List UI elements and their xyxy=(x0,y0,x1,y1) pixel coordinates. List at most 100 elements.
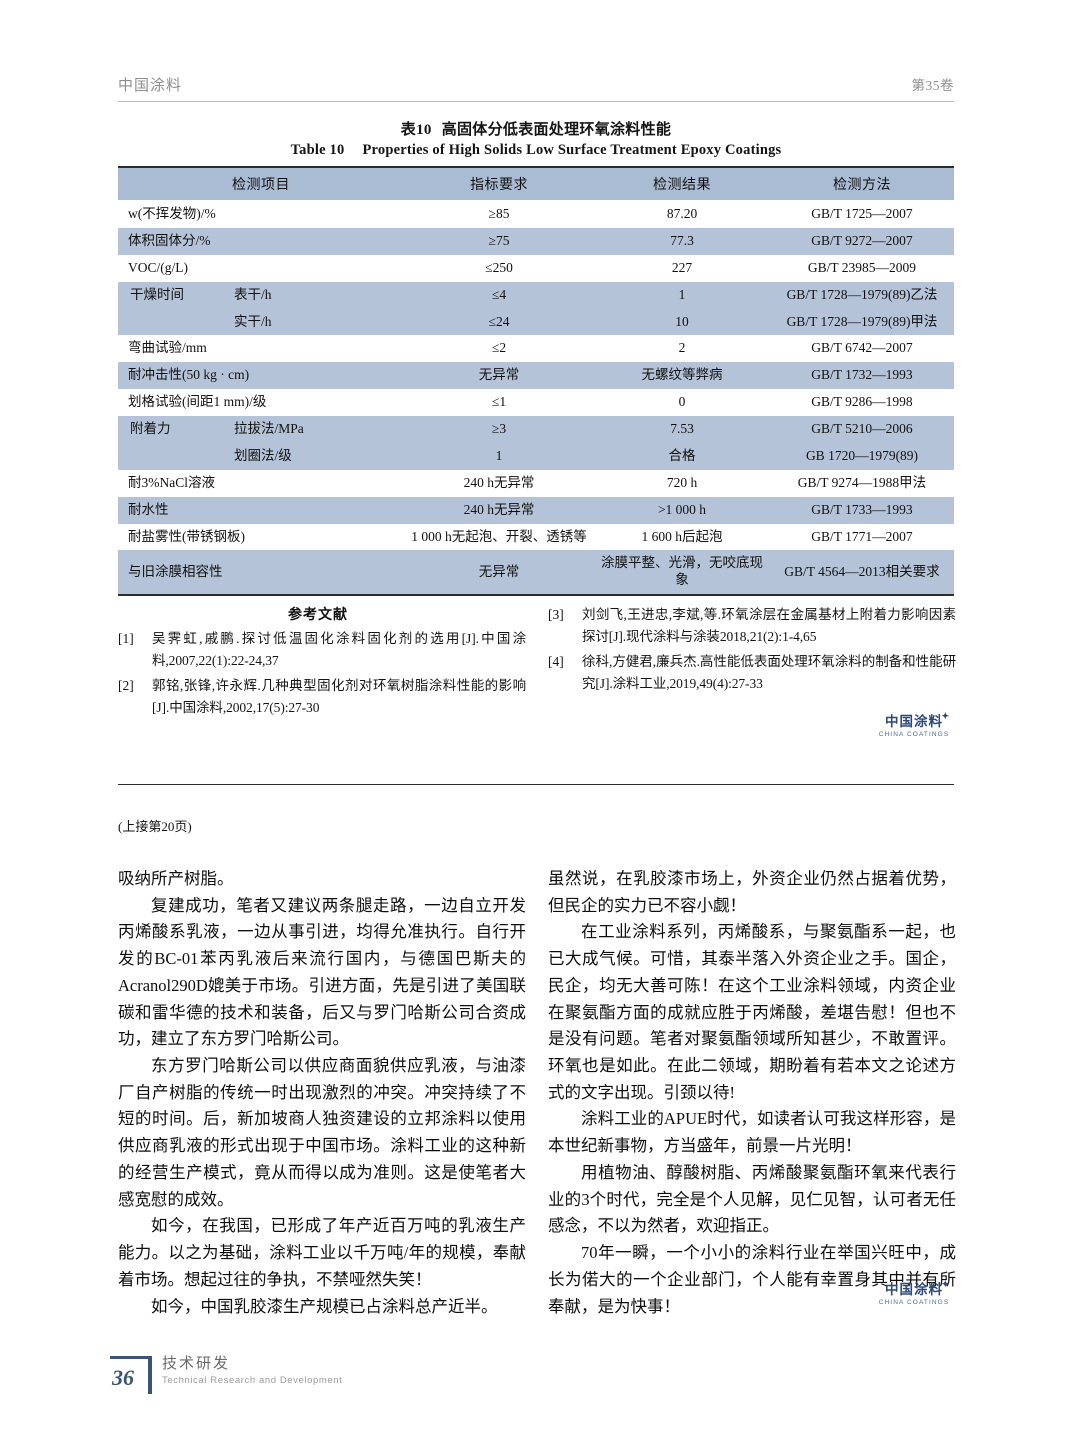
cell-item-sub-label: 划圈法/级 xyxy=(234,447,292,463)
table-row: 划圈法/级 1 合格 GB 1720—1979(89) xyxy=(118,442,954,470)
logo-text-cn: 中国涂料 ✦ xyxy=(885,712,949,729)
cell-spec: 1 000 h无起泡、开裂、透锈等 xyxy=(404,523,594,551)
table-header: 检测项目 指标要求 检测结果 检测方法 xyxy=(118,166,954,201)
cell-spec: ≤4 xyxy=(404,281,594,309)
reference-number: [1] xyxy=(118,631,134,646)
cell-result: 0 xyxy=(594,389,770,416)
body-paragraph: 复建成功，笔者又建议两条腿走路，一边自立开发丙烯酸系乳液，一边从事引进，均得允准… xyxy=(118,895,526,1049)
table-row: 耐3%NaCl溶液 240 h无异常 720 h GB/T 9274—1988甲… xyxy=(118,469,954,497)
body-paragraph: 用植物油、醇酸树脂、丙烯酸聚氨酯环氧来代表行业的3个时代，完全是个人见解，见仁见… xyxy=(548,1162,956,1236)
cell-spec: 无异常 xyxy=(404,550,594,595)
body-paragraph: 在工业涂料系列，丙烯酸系，与聚氨酯系一起，也已大成气候。可惜，其泰半落入外资企业… xyxy=(548,922,956,1102)
column-header-result: 检测结果 xyxy=(594,166,770,201)
reference-item: [3] 刘剑飞,王进忠,李斌,等.环氧涂层在金属基材上附着力影响因素探讨[J].… xyxy=(548,604,956,648)
body-paragraph: 涂料工业的APUE时代，如读者认可我这样形容，是本世纪新事物，方当盛年，前景一片… xyxy=(548,1109,956,1156)
reference-text: 徐科,方健君,廉兵杰.高性能低表面处理环氧涂料的制备和性能研究[J].涂料工业,… xyxy=(582,653,956,691)
cell-method: GB/T 9272—2007 xyxy=(770,227,954,255)
reference-item: [2] 郭铭,张锋,许永辉.几种典型固化剂对环氧树脂涂料性能的影响[J].中国涂… xyxy=(118,675,526,719)
table-row: 耐盐雾性(带锈钢板) 1 000 h无起泡、开裂、透锈等 1 600 h后起泡 … xyxy=(118,523,954,551)
references-column-right: [3] 刘剑飞,王进忠,李斌,等.环氧涂层在金属基材上附着力影响因素探讨[J].… xyxy=(548,604,956,697)
table-row: 体积固体分/% ≥75 77.3 GB/T 9272—2007 xyxy=(118,227,954,255)
cell-spec: ≥3 xyxy=(404,416,594,443)
cell-result: 87.20 xyxy=(594,200,770,228)
continued-from-note: (上接第20页) xyxy=(118,819,192,834)
cell-spec: 1 xyxy=(404,442,594,470)
footer-section-en: Technical Research and Development xyxy=(162,1375,343,1387)
reference-item: [1] 吴霁虹,戚鹏.探讨低温固化涂料固化剂的选用[J].中国涂料,2007,2… xyxy=(118,628,526,672)
table-body: w(不挥发物)/% ≥85 87.20 GB/T 1725—2007 体积固体分… xyxy=(118,200,954,595)
table-title-en: Properties of High Solids Low Surface Tr… xyxy=(362,142,782,158)
logo-label-cn: 中国涂料 xyxy=(885,1282,943,1297)
cell-spec: 240 h无异常 xyxy=(404,496,594,524)
cell-item-sub-label: 实干/h xyxy=(234,313,272,329)
cell-method: GB/T 9286—1998 xyxy=(770,389,954,416)
column-header-item: 检测项目 xyxy=(118,166,404,201)
cell-spec: ≥85 xyxy=(404,200,594,228)
cell-method: GB/T 5210—2006 xyxy=(770,416,954,443)
cell-result: 无螺纹等弊病 xyxy=(594,362,770,390)
table-title-cn: 高固体分低表面处理环氧涂料性能 xyxy=(441,122,672,138)
cell-method: GB/T 9274—1988甲法 xyxy=(770,469,954,497)
table-row: 耐水性 240 h无异常 >1 000 h GB/T 1733—1993 xyxy=(118,496,954,524)
cell-item: 耐盐雾性(带锈钢板) xyxy=(118,523,404,551)
body-column-left: 吸纳所产树脂。 复建成功，笔者又建议两条腿走路，一边自立开发丙烯酸系乳液，一边从… xyxy=(118,866,526,1320)
footer-section-cn: 技术研发 xyxy=(162,1356,231,1372)
page-number: 36 xyxy=(112,1365,134,1390)
cell-result: 7.53 xyxy=(594,416,770,443)
cell-item-sub-label: 表干/h xyxy=(234,286,272,302)
reference-text: 刘剑飞,王进忠,李斌,等.环氧涂层在金属基材上附着力影响因素探讨[J].现代涂料… xyxy=(582,607,956,644)
cell-spec: ≤1 xyxy=(404,389,594,416)
star-icon: ✦ xyxy=(941,1279,950,1289)
page-footer: 36 技术研发 Technical Research and Developme… xyxy=(110,1356,342,1394)
column-header-method: 检测方法 xyxy=(770,166,954,201)
logo-label-cn: 中国涂料 xyxy=(885,714,943,729)
reference-number: [2] xyxy=(118,677,134,693)
body-paragraph: 东方罗门哈斯公司以供应商面貌供应乳液，与油漆厂自产树脂的传统一时出现激烈的冲突。… xyxy=(118,1056,526,1209)
cell-item: 弯曲试验/mm xyxy=(118,335,404,363)
table-row: 弯曲试验/mm ≤2 2 GB/T 6742—2007 xyxy=(118,335,954,363)
cell-spec: 无异常 xyxy=(404,362,594,390)
reference-text: 吴霁虹,戚鹏.探讨低温固化涂料固化剂的选用[J].中国涂料,2007,22(1)… xyxy=(152,631,526,668)
table-number-en: Table 10 xyxy=(290,142,345,158)
table-row: 实干/h ≤24 10 GB/T 1728—1979(89)甲法 xyxy=(118,308,954,336)
cell-item-group-label: 干燥时间 xyxy=(130,286,184,302)
table-row: 附着力 拉拔法/MPa ≥3 7.53 GB/T 5210—2006 xyxy=(118,416,954,443)
cell-method: GB/T 1732—1993 xyxy=(770,362,954,390)
running-head: 中国涂料 第35卷 xyxy=(118,74,954,102)
table-row: 划格试验(间距1 mm)/级 ≤1 0 GB/T 9286—1998 xyxy=(118,389,954,416)
table-bottom-border xyxy=(118,593,954,597)
logo-text-en: CHINA COATINGS xyxy=(878,1299,950,1306)
cell-spec: ≥75 xyxy=(404,227,594,255)
body-column-right: 虽然说，在乳胶漆市场上，外资企业仍然占据着优势，但民企的实力已不容小觑！ 在工业… xyxy=(548,866,956,1320)
table-row: 与旧涂膜相容性 无异常 涂膜平整、光滑，无咬底现象 GB/T 4564—2013… xyxy=(118,550,954,595)
volume-label: 第35卷 xyxy=(911,78,954,93)
cell-method: GB/T 1725—2007 xyxy=(770,200,954,228)
china-coatings-logo: 中国涂料 ✦ CHINA COATINGS xyxy=(866,1280,962,1307)
references-column-left: [1] 吴霁虹,戚鹏.探讨低温固化涂料固化剂的选用[J].中国涂料,2007,2… xyxy=(118,628,526,721)
cell-item: w(不挥发物)/% xyxy=(118,200,404,228)
section-divider xyxy=(118,784,954,785)
cell-result: 涂膜平整、光滑，无咬底现象 xyxy=(594,550,770,595)
cell-item: 耐水性 xyxy=(118,496,404,524)
table-row: 耐冲击性(50 kg · cm) 无异常 无螺纹等弊病 GB/T 1732—19… xyxy=(118,362,954,390)
reference-text: 郭铭,张锋,许永辉.几种典型固化剂对环氧树脂涂料性能的影响[J].中国涂料,20… xyxy=(152,677,526,715)
references-title: 参考文献 xyxy=(288,608,348,623)
table-number-cn: 表10 xyxy=(400,122,432,138)
cell-spec: ≤24 xyxy=(404,308,594,336)
body-paragraph: 如今，在我国，已形成了年产近百万吨的乳液生产能力。以之为基础，涂料工业以千万吨/… xyxy=(118,1216,526,1289)
logo-text-cn: 中国涂料 ✦ xyxy=(885,1280,949,1297)
cell-method: GB/T 4564—2013相关要求 xyxy=(770,550,954,595)
cell-result: 77.3 xyxy=(594,227,770,255)
cell-result: 合格 xyxy=(594,442,770,470)
cell-item-group: 干燥时间 表干/h xyxy=(118,281,404,309)
reference-item: [4] 徐科,方健君,廉兵杰.高性能低表面处理环氧涂料的制备和性能研究[J].涂… xyxy=(548,651,956,695)
table-header-row: 检测项目 指标要求 检测结果 检测方法 xyxy=(118,166,954,201)
cell-item-group-label: 附着力 xyxy=(130,421,171,436)
cell-method: GB 1720—1979(89) xyxy=(770,442,954,470)
cell-result: 2 xyxy=(594,335,770,363)
cell-result: 720 h xyxy=(594,469,770,497)
cell-method: GB/T 1733—1993 xyxy=(770,496,954,524)
reference-number: [4] xyxy=(548,653,564,669)
star-icon: ✦ xyxy=(941,711,950,721)
cell-spec: ≤250 xyxy=(404,254,594,282)
